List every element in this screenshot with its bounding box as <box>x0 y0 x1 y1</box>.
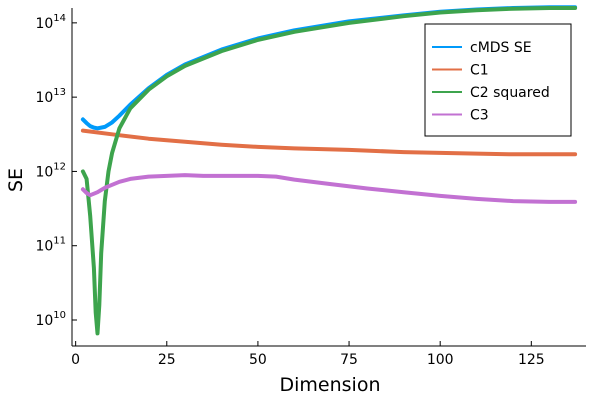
legend-label: C3 <box>470 108 489 124</box>
x-tick-label: 50 <box>249 352 267 368</box>
x-tick-label: 75 <box>340 352 358 368</box>
axes-layer <box>71 8 586 347</box>
x-tick-label: 0 <box>71 352 80 368</box>
legend: cMDS SE C1 C2 squared C3 <box>424 23 572 137</box>
legend-label: C1 <box>470 63 489 79</box>
y-tick-label: 1011 <box>35 236 66 255</box>
x-tick-label: 25 <box>158 352 176 368</box>
y-tick-label: 1012 <box>35 161 66 180</box>
x-tick-label: 100 <box>427 352 454 368</box>
series-layer <box>80 5 578 336</box>
series-line-c3 <box>80 173 578 204</box>
series-line-c1 <box>80 128 578 157</box>
series-line-c2-squared <box>80 6 578 336</box>
y-axis-label: SE <box>5 168 27 192</box>
legend-label: cMDS SE <box>470 40 532 56</box>
legend-items: cMDS SE C1 C2 squared C3 <box>432 40 550 124</box>
y-tick-label: 1013 <box>35 87 66 106</box>
x-tick-label: 125 <box>518 352 545 368</box>
y-tick-label: 1014 <box>35 13 66 32</box>
legend-label: C2 squared <box>470 85 550 101</box>
legend-box <box>424 23 572 137</box>
y-tick-label: 1010 <box>35 310 66 329</box>
x-ticks: 0 25 50 75 100 125 <box>71 341 545 368</box>
x-axis-label: Dimension <box>280 374 381 396</box>
y-ticks: 1010 1011 1012 1013 1014 <box>35 13 77 329</box>
